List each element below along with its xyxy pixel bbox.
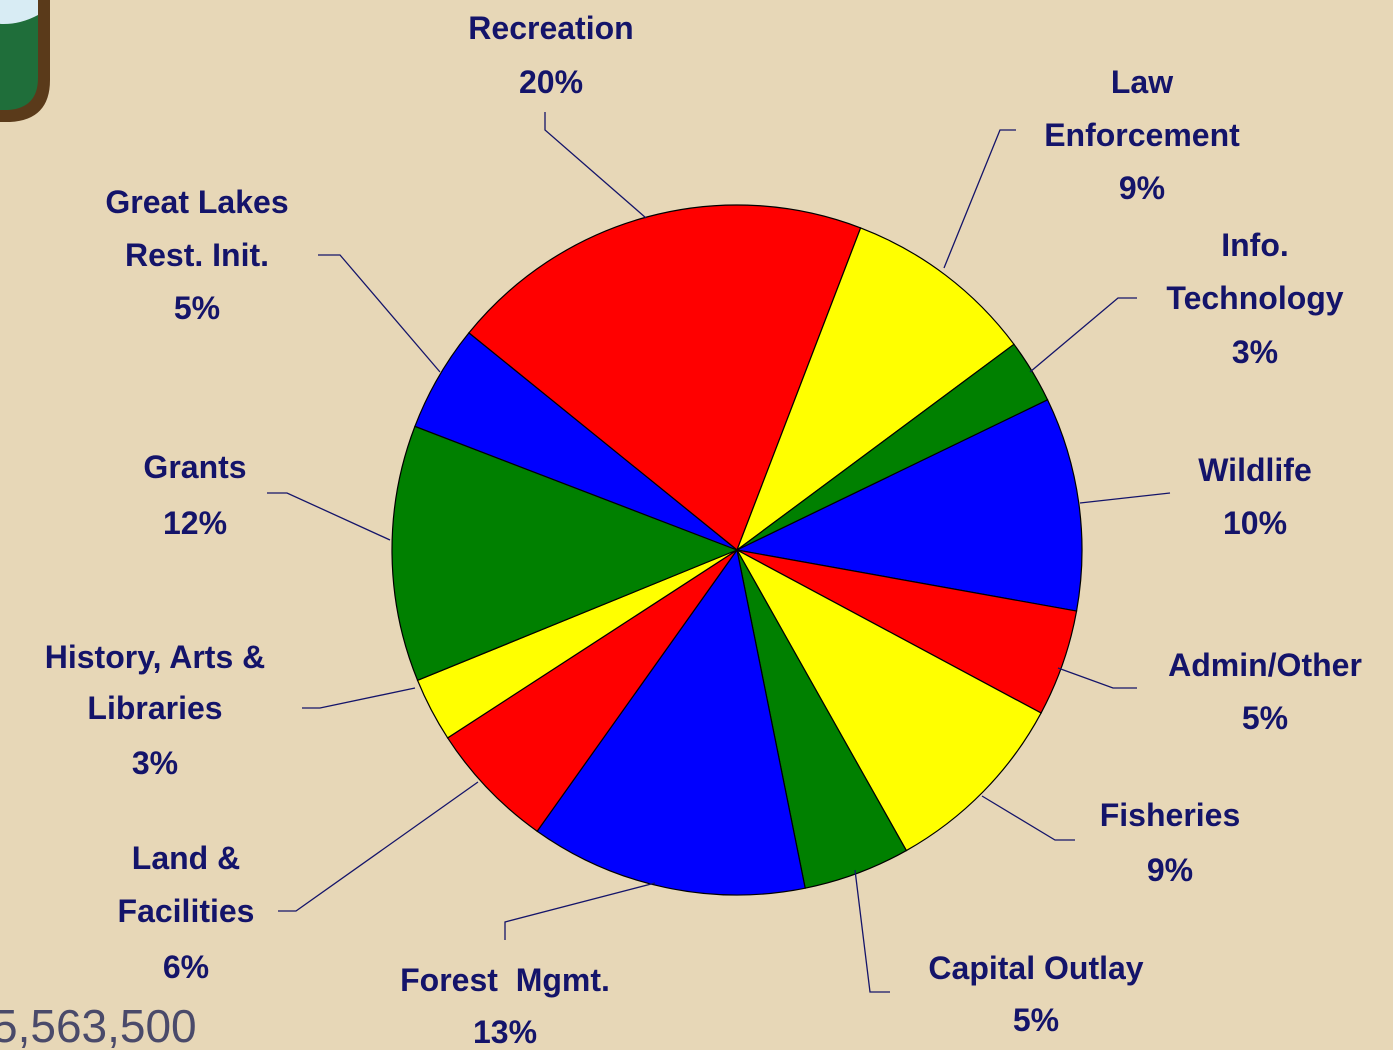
pie-slice [536, 548, 806, 896]
leader-line [1057, 667, 1137, 689]
pie-slice [735, 399, 1083, 612]
value-label: 9% [1147, 852, 1193, 888]
category-label: Wildlife [1198, 452, 1311, 488]
category-label: History, Arts & Libraries [45, 639, 265, 726]
value-label: 12% [163, 505, 227, 541]
category-label: Great Lakes Rest. Init. [105, 184, 288, 273]
value-label: 6% [163, 949, 209, 985]
category-label: Land & Facilities [118, 840, 255, 929]
pie-slice [414, 332, 738, 551]
value-label: 10% [1223, 505, 1287, 541]
category-label: Info. Technology [1166, 227, 1343, 316]
leader-line [267, 492, 391, 541]
value-label: 20% [519, 64, 583, 100]
leader-line [318, 254, 441, 373]
category-label: Capital Outlay [928, 950, 1143, 986]
pie-slice [468, 204, 862, 551]
value-label: 9% [1119, 170, 1165, 206]
pie-slice [446, 549, 738, 833]
value-label: 3% [1232, 334, 1278, 370]
value-label: 3% [132, 745, 178, 781]
pie-slice [735, 548, 1042, 852]
value-label: 5% [1242, 700, 1288, 736]
category-label: Law Enforcement [1044, 64, 1240, 153]
category-label: Grants [143, 449, 246, 485]
logo [0, 0, 50, 122]
leader-line [278, 781, 479, 912]
leader-line [302, 687, 416, 709]
category-label: Admin/Other [1168, 647, 1362, 683]
footer-text: 5,563,500 [0, 1000, 197, 1050]
value-label: 5% [1013, 1002, 1059, 1038]
category-label: Fisheries [1100, 797, 1241, 833]
leader-line [544, 112, 647, 219]
pie-slice [735, 227, 1015, 552]
category-label: Recreation [468, 10, 633, 46]
value-label: 13% [473, 1014, 537, 1050]
category-label: Forest Mgmt. [400, 962, 610, 998]
value-label: 5% [174, 290, 220, 326]
leader-line [943, 129, 1016, 269]
pie-slice [391, 425, 739, 682]
leader-line [504, 882, 656, 940]
leader-line [1079, 492, 1171, 504]
leader-line [1029, 297, 1137, 373]
leader-line [981, 795, 1075, 841]
leader-line [854, 869, 890, 993]
